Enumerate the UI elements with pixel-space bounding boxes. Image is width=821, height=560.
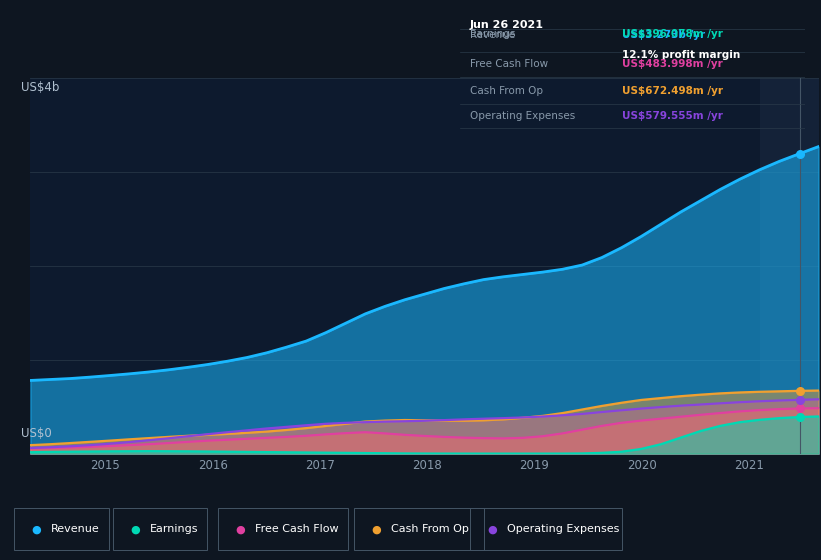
Text: ●: ● xyxy=(131,524,140,534)
Text: US$3.273b /yr: US$3.273b /yr xyxy=(621,30,705,40)
Text: ●: ● xyxy=(371,524,381,534)
Bar xyxy=(759,78,821,454)
Text: Earnings: Earnings xyxy=(470,30,516,39)
Point xyxy=(794,150,807,158)
Text: 12.1% profit margin: 12.1% profit margin xyxy=(621,50,740,60)
Text: Cash From Op: Cash From Op xyxy=(470,86,544,96)
Text: Revenue: Revenue xyxy=(51,524,100,534)
Text: US$579.555m /yr: US$579.555m /yr xyxy=(621,111,722,122)
Point xyxy=(794,413,807,422)
Text: Cash From Op: Cash From Op xyxy=(391,524,469,534)
Text: US$672.498m /yr: US$672.498m /yr xyxy=(621,86,722,96)
Point xyxy=(794,395,807,404)
Text: ●: ● xyxy=(32,524,41,534)
Text: Operating Expenses: Operating Expenses xyxy=(507,524,619,534)
Text: US$0: US$0 xyxy=(21,427,51,440)
Text: US$483.998m /yr: US$483.998m /yr xyxy=(621,59,722,69)
Text: Operating Expenses: Operating Expenses xyxy=(470,111,576,122)
Text: ●: ● xyxy=(236,524,245,534)
Text: US$396.078m /yr: US$396.078m /yr xyxy=(621,30,722,39)
Point xyxy=(794,386,807,395)
Point xyxy=(794,404,807,413)
Text: Earnings: Earnings xyxy=(149,524,199,534)
Text: ●: ● xyxy=(488,524,497,534)
Text: Revenue: Revenue xyxy=(470,30,516,40)
Text: Free Cash Flow: Free Cash Flow xyxy=(255,524,339,534)
Text: Free Cash Flow: Free Cash Flow xyxy=(470,59,548,69)
Text: US$4b: US$4b xyxy=(21,81,59,94)
Text: Jun 26 2021: Jun 26 2021 xyxy=(470,20,544,30)
